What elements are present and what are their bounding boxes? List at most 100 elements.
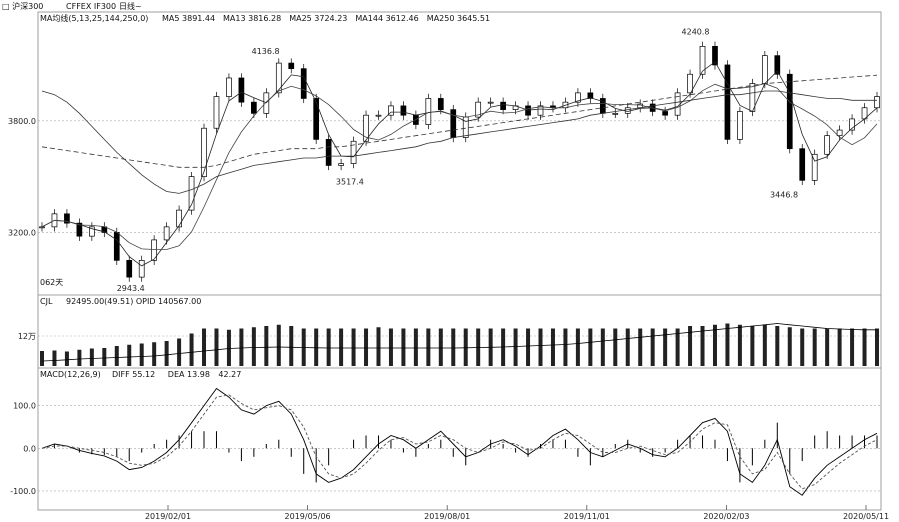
volume-bar xyxy=(214,328,219,366)
volume-bar xyxy=(52,350,57,366)
ma-indicator-values: MA5 3891.44 MA13 3816.28 MA25 3724.23 MA144… xyxy=(162,14,490,23)
volume-bar xyxy=(650,328,655,366)
macd-y-tick-label: -100.0 xyxy=(10,487,36,496)
candle-body xyxy=(849,118,855,131)
price-annotation-label: 3446.8 xyxy=(770,191,798,200)
price-y-tick-label: 3800.0 xyxy=(8,117,36,126)
volume-bar xyxy=(339,328,344,366)
candle-body xyxy=(201,127,207,177)
candle-body xyxy=(786,73,793,150)
volume-bar xyxy=(314,328,319,366)
candle-body xyxy=(388,105,394,116)
window-title: □ 沪深300 xyxy=(2,1,43,11)
volume-bar xyxy=(538,328,543,366)
volume-bar xyxy=(712,324,717,366)
grid-lines xyxy=(38,120,881,492)
candle-body xyxy=(425,98,432,125)
macd-diff-line xyxy=(41,387,878,496)
volume-bar xyxy=(737,324,742,366)
volume-bar xyxy=(513,328,518,366)
candle-body xyxy=(288,62,295,70)
volume-bar xyxy=(413,328,418,366)
volume-bar xyxy=(638,328,643,366)
price-annotation-label: 4240.8 xyxy=(682,28,710,37)
candle-body xyxy=(874,96,880,109)
volume-bar xyxy=(875,328,879,366)
volume-bar xyxy=(725,323,730,366)
candle-body xyxy=(363,114,369,142)
volume-bar xyxy=(850,328,855,366)
volume-bar xyxy=(812,328,817,366)
candle-body xyxy=(39,226,45,229)
volume-bar xyxy=(40,351,44,366)
macd-indicator-value: 42.27 xyxy=(218,370,241,379)
candle-body xyxy=(64,213,70,224)
volume-bar xyxy=(102,348,107,366)
macd-y-tick-label: 100.0 xyxy=(13,402,36,411)
candle-body xyxy=(138,260,145,278)
candle-body xyxy=(811,153,818,181)
candle-body xyxy=(213,96,220,129)
candle-body xyxy=(774,55,781,75)
candle-body xyxy=(275,62,282,94)
volume-bar xyxy=(825,328,830,366)
volume-bar xyxy=(526,328,531,366)
candle-body xyxy=(737,111,743,140)
volume-bar xyxy=(239,328,244,366)
candle-body xyxy=(500,101,506,110)
candle-body xyxy=(313,98,320,140)
ma-indicator-value: MA5 3891.44 xyxy=(162,14,215,23)
ma5-line xyxy=(41,61,878,267)
candle-body xyxy=(350,140,357,164)
candle-body xyxy=(325,139,332,166)
candle-body xyxy=(188,176,195,211)
volume-bar xyxy=(64,351,69,366)
macd-indicator-values: DIFF 55.12 DEA 13.98 42.27 xyxy=(112,370,241,379)
volume-bar xyxy=(862,328,867,366)
candle-body xyxy=(475,101,482,118)
ma250-line xyxy=(41,74,878,168)
volume-bar xyxy=(388,328,393,366)
price-annotations: 2943.4 4136.8 3517.4 4240.8 3446.8 xyxy=(117,28,798,293)
candle-body xyxy=(226,77,232,97)
candle-body xyxy=(163,226,170,241)
volume-bar xyxy=(688,326,693,366)
volume-legend-label: CJL xyxy=(40,297,53,306)
volume-bar xyxy=(663,328,668,366)
period-selector[interactable]: 日线~ xyxy=(119,1,142,11)
candle-body xyxy=(712,45,718,66)
volume-bar xyxy=(550,328,555,366)
volume-bar xyxy=(364,328,369,366)
candle-body xyxy=(724,64,731,140)
candle-body xyxy=(300,68,307,99)
volume-bar xyxy=(625,328,630,366)
volume-bar xyxy=(89,348,94,366)
ma13-line xyxy=(41,83,878,250)
ma-indicator-value: MA144 3612.46 xyxy=(355,14,418,23)
candle-body xyxy=(450,109,457,138)
volume-bar xyxy=(139,343,144,366)
ma144-line xyxy=(41,90,877,194)
candle-body xyxy=(487,101,494,104)
x-tick-label: 2020/02/03 xyxy=(703,512,749,521)
x-tick-label: 2019/08/01 xyxy=(424,512,470,521)
candle-body xyxy=(612,112,619,115)
candle-body xyxy=(587,92,594,99)
macd-indicator-value: DEA 13.98 xyxy=(168,370,210,379)
volume-bar xyxy=(164,341,169,366)
macd-indicator-value: DIFF 55.12 xyxy=(112,370,155,379)
candle-body xyxy=(375,114,382,117)
volume-bar xyxy=(289,326,294,366)
ma-indicator-value: MA250 3645.51 xyxy=(427,14,490,23)
volume-bar xyxy=(251,327,256,366)
price-panel xyxy=(39,41,880,282)
x-tick-label: 2019/02/01 xyxy=(145,512,191,521)
volume-bar xyxy=(613,328,618,366)
volume-bar xyxy=(152,342,157,366)
macd-legend-label: MACD(12,26,9) xyxy=(40,370,101,379)
volume-bar xyxy=(264,326,269,366)
volume-bar xyxy=(675,328,680,366)
y-axis-ticks: 3800.0 3200.0 12万 100.0 0.0 -100.0 xyxy=(8,117,36,496)
